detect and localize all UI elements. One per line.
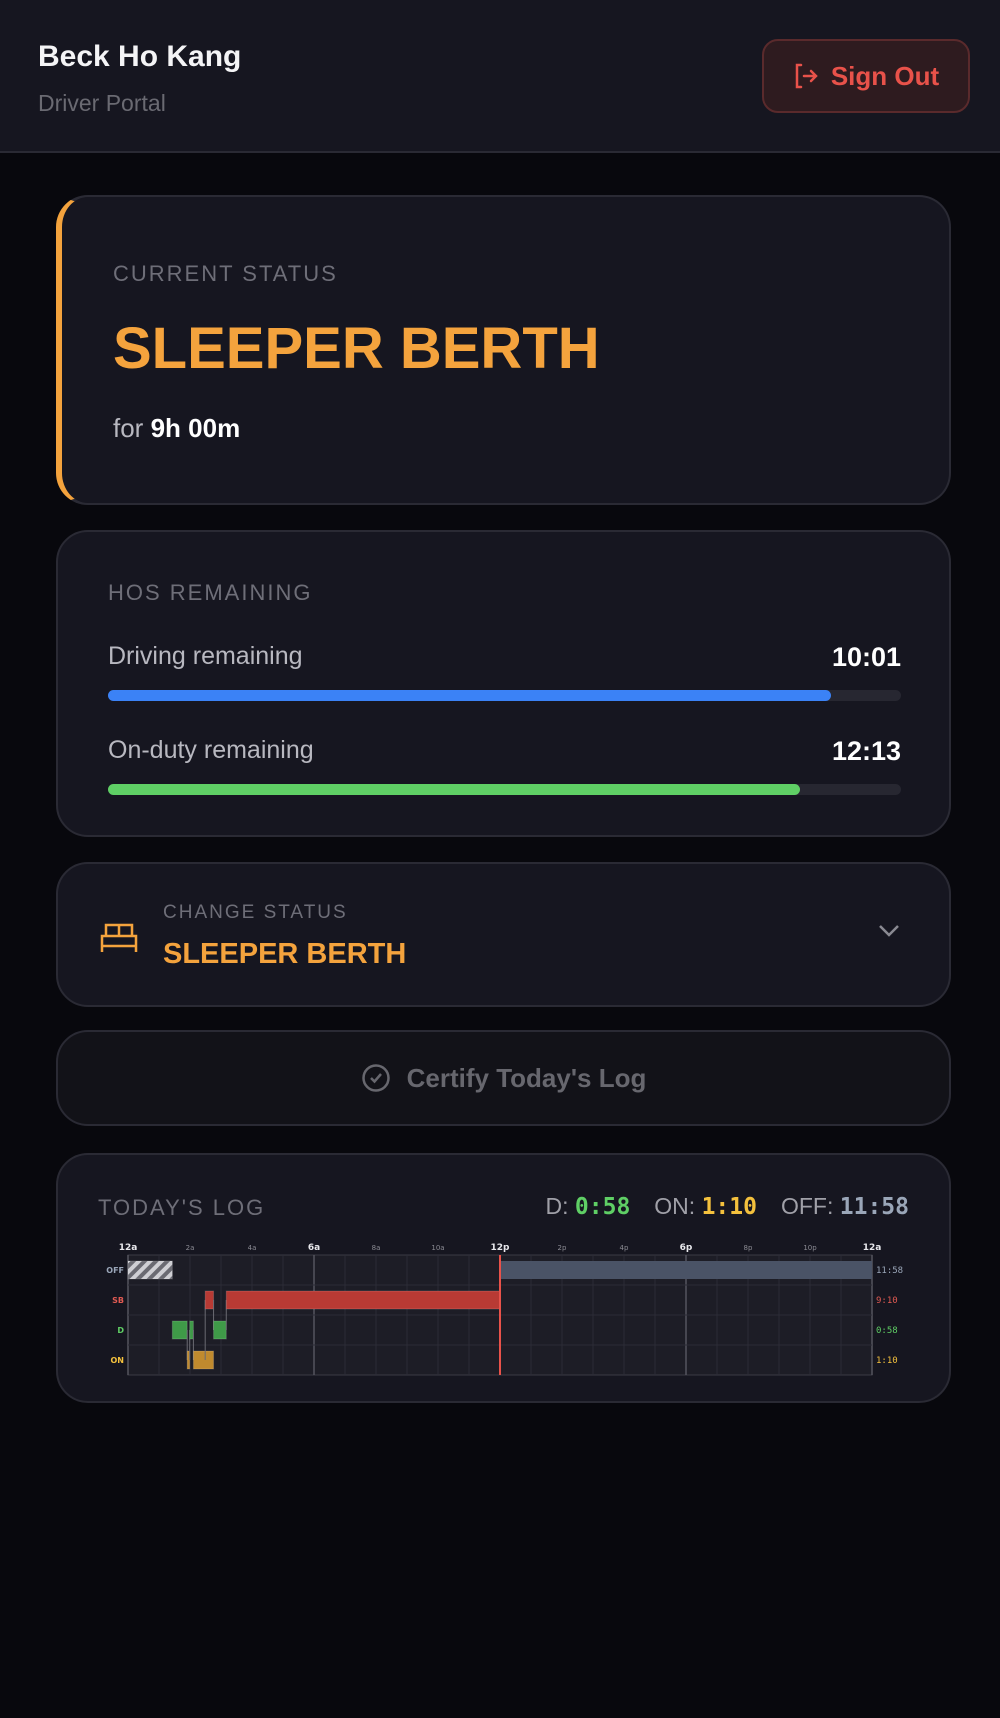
onduty-remaining-row: On-duty remaining 12:13 <box>108 736 901 766</box>
segment-off <box>127 1260 173 1280</box>
duration-value: 9h 00m <box>150 413 241 443</box>
driving-progress-fill <box>108 690 832 701</box>
duration-prefix: for <box>113 413 144 443</box>
driving-value: 10:01 <box>831 642 901 672</box>
tick-label: 4a <box>248 1244 257 1252</box>
portal-subtitle: Driver Portal <box>38 90 166 116</box>
total-onduty: ON: 1:10 <box>654 1193 757 1220</box>
sign-out-button[interactable]: Sign Out <box>762 39 970 113</box>
driver-name: Beck Ho Kang <box>38 40 242 73</box>
segment-off <box>500 1261 872 1279</box>
row-total: 0:58 <box>876 1326 898 1336</box>
total-driving: D: 0:58 <box>545 1193 631 1220</box>
row-label: SB <box>112 1296 124 1305</box>
tick-label: 12a <box>119 1243 138 1253</box>
tick-label: 12p <box>491 1243 511 1253</box>
tick-label: 8a <box>372 1244 381 1252</box>
sign-out-icon <box>795 63 818 89</box>
tick-label: 2a <box>186 1244 195 1252</box>
driving-progress-bar <box>108 690 901 701</box>
current-status-label: CURRENT STATUS <box>113 261 338 286</box>
row-total: 9:10 <box>876 1296 898 1306</box>
segment-d <box>213 1320 227 1340</box>
driving-label: Driving remaining <box>108 642 303 670</box>
total-off: OFF: 11:58 <box>780 1193 909 1220</box>
log-totals: D: 0:58 ON: 1:10 OFF: 11:58 <box>546 1193 909 1220</box>
todays-log-label: TODAY'S LOG <box>98 1195 266 1220</box>
onduty-value: 12:13 <box>831 736 901 766</box>
change-status-dropdown[interactable]: CHANGE STATUS SLEEPER BERTH <box>56 862 951 1007</box>
tick-label: 6p <box>680 1243 693 1253</box>
segment-on <box>192 1350 215 1370</box>
selected-status: SLEEPER BERTH <box>163 938 407 970</box>
onduty-progress-bar <box>108 784 901 795</box>
segment-d <box>189 1320 194 1340</box>
certify-log-button[interactable]: Certify Today's Log <box>56 1030 951 1126</box>
row-label: ON <box>111 1356 125 1365</box>
hos-label: HOS REMAINING <box>108 580 313 605</box>
current-status-card: CURRENT STATUS SLEEPER BERTH for 9h 00m <box>56 195 951 505</box>
driving-remaining-row: Driving remaining 10:01 <box>108 642 901 672</box>
segment-sb <box>225 1290 501 1310</box>
chevron-down-icon <box>879 925 899 937</box>
certify-label: Certify Today's Log <box>406 1062 647 1093</box>
change-status-label: CHANGE STATUS <box>163 902 348 923</box>
current-status-value: SLEEPER BERTH <box>113 316 600 381</box>
onduty-progress-fill <box>108 784 801 795</box>
row-label: OFF <box>106 1266 124 1275</box>
hos-remaining-card: HOS REMAINING Driving remaining 10:01 On-… <box>56 530 951 837</box>
segment-sb <box>204 1290 215 1310</box>
tick-label: 12a <box>863 1243 882 1253</box>
tick-label: 10p <box>803 1244 817 1252</box>
check-circle-icon <box>361 1064 390 1092</box>
row-total: 1:10 <box>876 1356 898 1366</box>
row-label: D <box>117 1326 124 1335</box>
tick-label: 10a <box>431 1244 444 1252</box>
segment-d <box>171 1320 188 1340</box>
status-duration: for 9h 00m <box>113 413 240 444</box>
onduty-label: On-duty remaining <box>108 736 314 764</box>
tick-label: 4p <box>620 1244 629 1252</box>
tick-label: 2p <box>558 1244 567 1252</box>
app-header: Beck Ho Kang Driver Portal Sign Out <box>0 0 1000 153</box>
tick-label: 6a <box>308 1243 320 1253</box>
tick-label: 8p <box>744 1244 753 1252</box>
sign-out-label: Sign Out <box>830 60 940 91</box>
bed-icon <box>100 923 138 952</box>
row-total: 11:58 <box>876 1266 903 1276</box>
